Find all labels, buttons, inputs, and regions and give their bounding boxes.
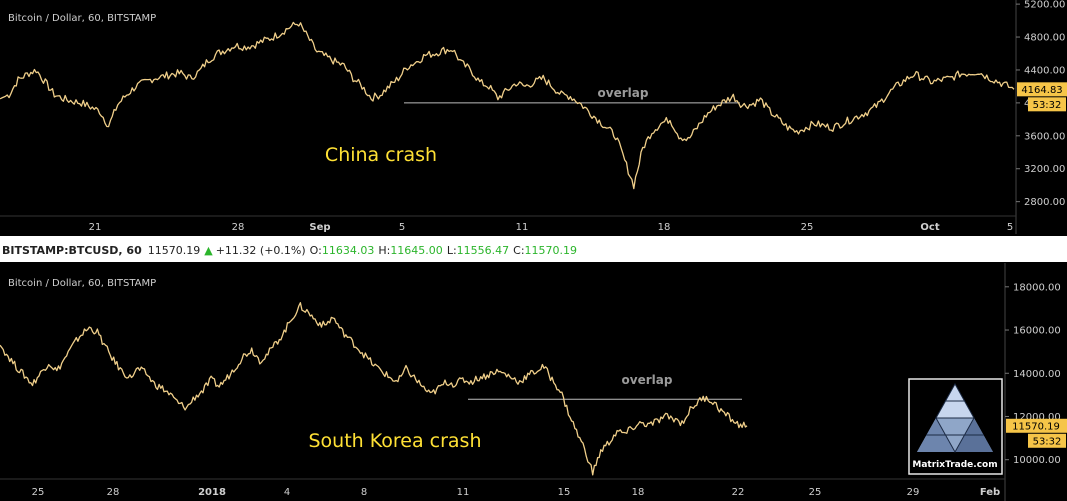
event-annotation: South Korea crash xyxy=(308,430,481,452)
y-tick-label: 4400.00 xyxy=(1024,65,1065,76)
y-tick-label: 3600.00 xyxy=(1024,131,1065,142)
ticker-symbol: BITSTAMP:BTCUSD, 60 xyxy=(2,244,142,257)
price-series-line xyxy=(0,302,748,476)
countdown-value: 53:32 xyxy=(1033,436,1062,447)
high-label: H: xyxy=(378,244,390,257)
y-tick-label: 14000.00 xyxy=(1013,369,1061,380)
y-tick-label: 12000.00 xyxy=(1013,412,1061,423)
x-tick-label: Oct xyxy=(920,222,939,233)
ticker-bar-background xyxy=(0,236,1067,262)
last-price-tag: 11570.19 53:32 xyxy=(1006,418,1067,448)
x-tick-label: 25 xyxy=(809,487,822,498)
x-tick-label: 8 xyxy=(361,487,367,498)
x-tick-label: 21 xyxy=(89,222,102,233)
close-value: 11570.19 xyxy=(525,244,578,257)
last-price-box xyxy=(1017,82,1067,97)
x-tick-label: 5 xyxy=(1007,222,1013,233)
overlap-label: overlap xyxy=(622,373,673,387)
low-value: 11556.47 xyxy=(457,244,510,257)
x-axis[interactable]: 25 28 2018 4 8 11 15 18 22 25 29 Feb xyxy=(32,487,1001,498)
pyramid-grid-icon xyxy=(926,382,984,454)
x-tick-label: 18 xyxy=(658,222,671,233)
countdown-value: 53:32 xyxy=(1033,100,1062,111)
x-tick-label: 22 xyxy=(732,487,745,498)
x-axis[interactable]: 21 28 Sep 5 11 18 25 Oct 5 xyxy=(89,222,1014,233)
up-arrow-icon: ▲ xyxy=(204,244,213,257)
x-tick-label: Sep xyxy=(309,222,330,233)
y-tick-label: 3200.00 xyxy=(1024,164,1065,175)
chart-title: Bitcoin / Dollar, 60, BITSTAMP xyxy=(8,278,156,289)
x-tick-label: 25 xyxy=(801,222,814,233)
last-price-box xyxy=(1006,418,1067,433)
chart-title: Bitcoin / Dollar, 60, BITSTAMP xyxy=(8,13,156,24)
countdown-box xyxy=(1028,97,1066,112)
last-price-value: 4164.83 xyxy=(1021,85,1062,96)
open-label: O: xyxy=(310,244,322,257)
y-tick-label: 5200.00 xyxy=(1024,0,1065,11)
x-tick-label: 18 xyxy=(632,487,645,498)
matrixtrade-logo: MatrixTrade.com xyxy=(908,378,1003,475)
overlap-label: overlap xyxy=(598,86,649,100)
x-tick-label: 29 xyxy=(907,487,920,498)
chart-panel-south-korea: Bitcoin / Dollar, 60, BITSTAMP 18000.001… xyxy=(0,263,1067,501)
ticker-price: 11570.19 xyxy=(148,244,201,257)
high-value: 11645.00 xyxy=(390,244,443,257)
countdown-box xyxy=(1028,433,1066,448)
x-tick-label: 2018 xyxy=(198,487,226,498)
ticker-change: +11.32 (+0.1%) xyxy=(216,244,306,257)
y-tick-label: 2800.00 xyxy=(1024,197,1065,208)
logo-text: MatrixTrade.com xyxy=(912,460,997,470)
y-tick-label: 16000.00 xyxy=(1013,326,1061,337)
ticker-bar: BITSTAMP:BTCUSD, 60 11570.19 ▲ +11.32 (+0.1… xyxy=(0,236,1067,262)
y-axis[interactable]: 18000.00 16000.00 14000.00 12000.00 10000.00 xyxy=(1005,282,1061,466)
y-tick-label: 18000.00 xyxy=(1013,282,1061,293)
x-tick-label: 28 xyxy=(107,487,120,498)
event-annotation: China crash xyxy=(325,144,437,166)
x-tick-label: 4 xyxy=(284,487,290,498)
x-tick-label: 25 xyxy=(32,487,45,498)
x-tick-label: Feb xyxy=(980,487,1000,498)
chart-panel-china: Bitcoin / Dollar, 60, BITSTAMP 5200.00 48… xyxy=(0,0,1067,234)
low-label: L: xyxy=(447,244,457,257)
open-value: 11634.03 xyxy=(322,244,375,257)
y-tick-label: 10000.00 xyxy=(1013,455,1061,466)
x-tick-label: 5 xyxy=(399,222,405,233)
last-price-tag: 4164.83 53:32 xyxy=(1017,82,1067,112)
price-series-line xyxy=(0,21,1015,190)
x-tick-label: 28 xyxy=(232,222,245,233)
x-tick-label: 15 xyxy=(558,487,571,498)
x-tick-label: 11 xyxy=(457,487,470,498)
close-label: C: xyxy=(513,244,524,257)
last-price-value: 11570.19 xyxy=(1012,421,1060,432)
x-tick-label: 11 xyxy=(516,222,529,233)
y-tick-label: 4800.00 xyxy=(1024,33,1065,44)
